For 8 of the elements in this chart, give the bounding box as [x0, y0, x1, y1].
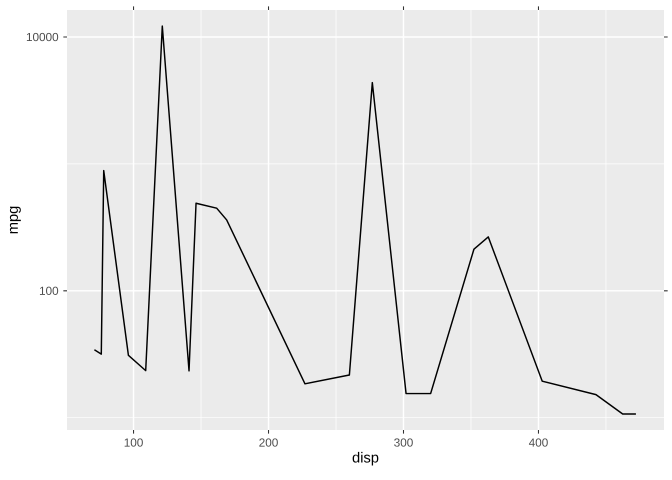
x-tick-label: 300 [394, 438, 413, 447]
line-series [94, 25, 637, 415]
x-axis-title: disp [352, 452, 378, 466]
x-tick-label: 100 [124, 438, 143, 447]
x-tick-label: 400 [528, 438, 548, 447]
y-axis-title: mpg [10, 206, 21, 234]
x-tick-label: 200 [259, 438, 278, 447]
y-tick-label: 10000 [26, 32, 58, 42]
